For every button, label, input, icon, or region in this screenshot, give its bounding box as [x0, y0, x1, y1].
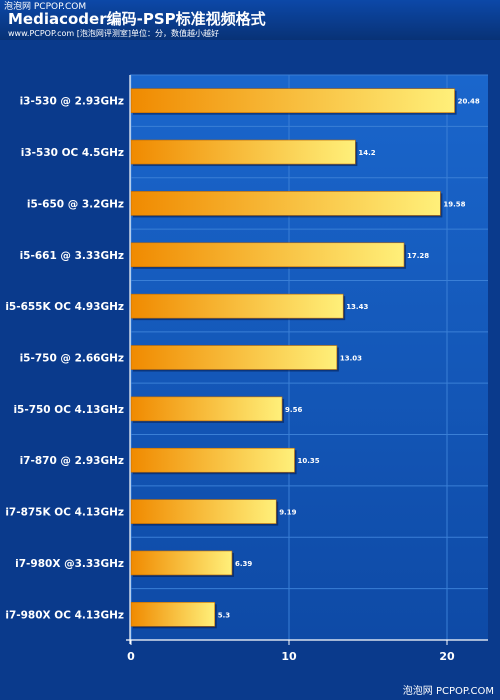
footer-watermark: 泡泡网 PCPOP.COM	[403, 684, 494, 697]
category-label: i7-870 @ 2.93GHz	[20, 455, 124, 467]
bar	[130, 602, 216, 627]
category-label: i7-980X OC 4.13GHz	[5, 609, 124, 621]
category-label: i7-875K OC 4.13GHz	[5, 507, 124, 519]
bar	[130, 88, 455, 113]
category-label: i7-980X @3.33GHz	[15, 558, 124, 570]
bar	[130, 293, 344, 319]
bar-value-label: 20.48	[458, 98, 480, 106]
bar	[130, 345, 338, 370]
bar-value-label: 17.28	[407, 252, 429, 260]
bar	[130, 242, 405, 268]
bar-value-label: 14.2	[358, 149, 375, 157]
category-label: i5-650 @ 3.2GHz	[27, 198, 124, 210]
x-tick-label: 10	[281, 650, 297, 663]
x-tick-label: 20	[439, 650, 455, 663]
bar	[130, 499, 277, 524]
bar-value-label: 9.56	[285, 406, 302, 414]
bar-value-label: 9.19	[279, 509, 296, 517]
page-title: Mediacoder编码-PSP标准视频格式	[8, 10, 266, 28]
bar	[130, 447, 295, 473]
bar-value-label: 13.03	[340, 355, 362, 363]
bar-value-label: 19.58	[443, 200, 465, 208]
bar	[130, 550, 233, 576]
header-band	[0, 0, 500, 40]
bar	[130, 139, 356, 165]
category-label: i5-750 @ 2.66GHz	[20, 353, 124, 365]
category-label: i3-530 OC 4.5GHz	[21, 147, 124, 159]
top-watermark: 泡泡网 PCPOP.COM	[4, 0, 86, 12]
bars: 20.48 14.2 19.58 17.28 13.43 13.03 9.56 10.35 9.…	[130, 88, 480, 629]
x-tick-label: 0	[127, 650, 135, 663]
bar-value-label: 5.3	[218, 611, 231, 619]
category-label: i5-655K OC 4.93GHz	[5, 301, 124, 313]
page-subtitle: www.PCPOP.com [泡泡网评测室]单位：分，数值越小越好	[8, 28, 219, 38]
bar-value-label: 6.39	[235, 560, 252, 568]
bar-value-label: 10.35	[298, 457, 320, 465]
category-label: i3-530 @ 2.93GHz	[20, 96, 124, 108]
bar	[130, 396, 283, 422]
bar	[130, 191, 441, 216]
category-label: i5-661 @ 3.33GHz	[20, 250, 124, 262]
bar-value-label: 13.43	[346, 303, 368, 311]
axes: i3-530 @ 2.93GHz i3-530 OC 4.5GHz i5-650 @…	[5, 75, 488, 663]
category-label: i5-750 OC 4.13GHz	[13, 404, 124, 416]
grid-lines	[130, 74, 488, 641]
